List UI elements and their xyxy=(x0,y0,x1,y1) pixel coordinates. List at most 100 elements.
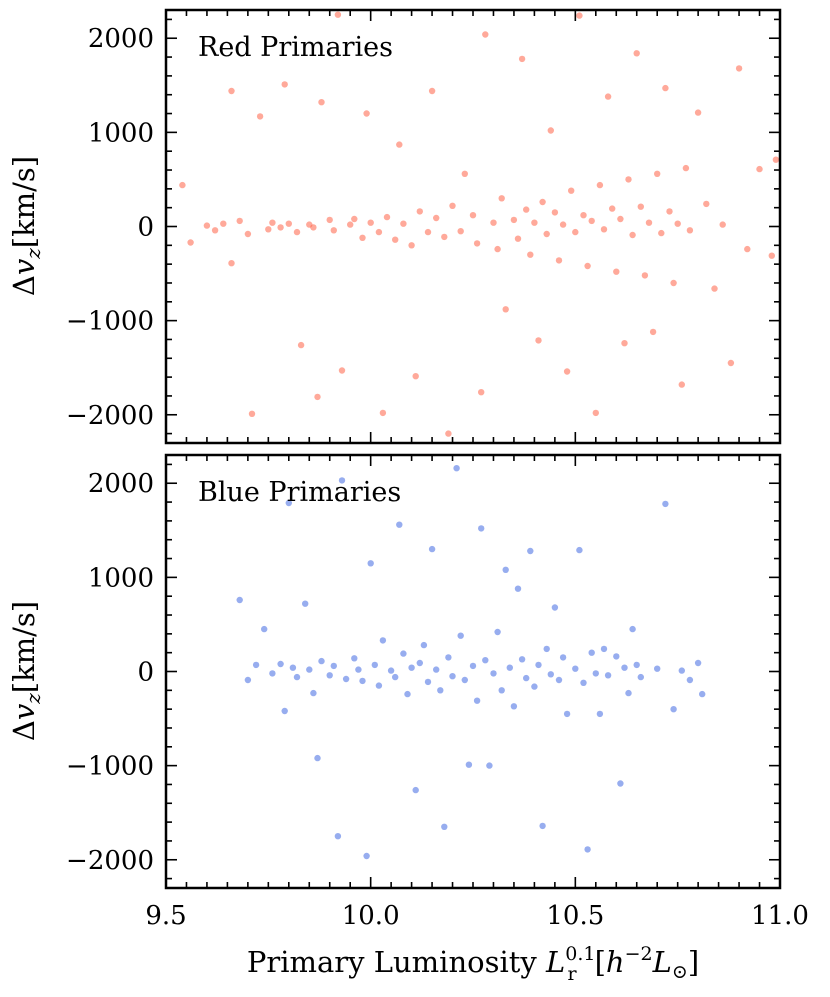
red-data-point xyxy=(461,170,468,177)
blue-data-point xyxy=(576,546,583,554)
blue-data-point xyxy=(621,664,628,671)
red-data-point xyxy=(641,272,649,279)
blue-data-point xyxy=(629,625,636,633)
blue-data-point xyxy=(498,687,505,694)
red-data-point xyxy=(187,239,194,246)
red-data-point xyxy=(396,141,403,148)
red-data-point xyxy=(236,217,243,225)
red-data-point xyxy=(555,257,563,264)
y-tick-label: 2000 xyxy=(88,24,154,54)
top-panel-ticks xyxy=(165,10,781,443)
red-data-point xyxy=(604,93,612,100)
red-data-point xyxy=(449,202,456,209)
red-data-point xyxy=(392,236,399,243)
red-data-point xyxy=(203,222,211,229)
blue-data-point xyxy=(535,661,542,669)
blue-data-point xyxy=(269,670,276,677)
xlabel-var: L xyxy=(545,945,565,979)
blue-data-point xyxy=(510,703,518,710)
blue-data-point xyxy=(306,666,313,673)
blue-data-point xyxy=(518,656,526,663)
blue-data-point xyxy=(392,673,399,681)
svg-text:Δvz[km/s]: Δvz[km/s] xyxy=(7,156,45,296)
red-data-point xyxy=(649,328,657,336)
blue-data-point xyxy=(363,852,370,860)
red-data-point xyxy=(510,216,518,224)
y-tick-label: 1000 xyxy=(88,563,154,593)
blue-data-point xyxy=(604,672,612,679)
red-data-point xyxy=(572,228,579,236)
blue-data-point xyxy=(281,707,288,715)
top-ylabel-var: v xyxy=(7,258,41,275)
blue-data-point xyxy=(449,673,456,680)
blue-data-point xyxy=(445,654,452,661)
x-axis-title: Primary Luminosity L0.1 r [h−2L⊙] xyxy=(247,943,699,985)
red-data-point xyxy=(662,84,669,92)
blue-data-point xyxy=(277,660,284,668)
red-data-point xyxy=(408,242,415,249)
blue-data-point xyxy=(637,673,644,681)
red-data-point xyxy=(535,337,542,344)
red-data-point xyxy=(719,221,726,228)
red-data-point xyxy=(375,228,383,236)
red-data-point xyxy=(412,373,419,380)
red-data-point xyxy=(441,233,448,241)
red-data-point xyxy=(367,219,374,226)
red-data-point xyxy=(768,252,775,259)
blue-data-point xyxy=(596,710,604,718)
xlabel-unit-open: [ xyxy=(595,945,606,979)
red-data-point xyxy=(609,205,616,212)
blue-data-point xyxy=(293,673,301,681)
y-tick-label: −2000 xyxy=(66,401,154,431)
red-data-point xyxy=(543,230,550,238)
red-primaries-label: Red Primaries xyxy=(198,32,393,63)
blue-data-point xyxy=(355,666,362,673)
red-data-point xyxy=(478,389,485,396)
x-tick-label: 10.5 xyxy=(546,901,604,931)
blue-data-point xyxy=(416,659,423,667)
red-data-point xyxy=(498,195,505,202)
red-data-point xyxy=(735,65,743,72)
red-data-point xyxy=(666,208,673,215)
red-data-point xyxy=(269,219,276,226)
red-data-point xyxy=(277,224,284,231)
red-data-point xyxy=(523,206,530,213)
blue-data-point xyxy=(502,566,509,573)
blue-data-point xyxy=(572,665,579,672)
red-data-point xyxy=(592,409,599,417)
blue-data-point xyxy=(359,677,366,685)
red-data-point xyxy=(359,234,366,241)
red-data-point xyxy=(379,409,387,417)
blue-data-point xyxy=(318,657,325,665)
bottom-y-axis-title: Δvz[km/s] xyxy=(7,601,45,741)
x-tick-label: 9.5 xyxy=(145,901,186,931)
blue-data-point xyxy=(547,671,554,678)
red-data-point xyxy=(228,87,235,95)
blue-data-point xyxy=(592,670,599,677)
red-data-point xyxy=(772,156,780,163)
xlabel-sun: ⊙ xyxy=(672,961,688,983)
red-data-point xyxy=(518,55,526,63)
blue-data-point xyxy=(261,625,268,633)
blue-data-point xyxy=(563,710,571,718)
x-tick-label: 11.0 xyxy=(751,901,809,931)
blue-data-point xyxy=(433,666,440,673)
y-tick-label: 1000 xyxy=(88,118,154,148)
blue-primaries-panel: 2000 1000 0 −1000 −2000 Blue Primaries Δvz[k… xyxy=(7,453,809,985)
blue-data-point xyxy=(236,596,243,604)
blue-data-point xyxy=(555,676,563,684)
blue-data-point xyxy=(310,689,317,697)
red-data-point xyxy=(285,220,292,227)
red-data-point xyxy=(457,228,464,235)
blue-data-point xyxy=(453,465,460,472)
red-data-point xyxy=(539,198,546,206)
blue-data-point xyxy=(404,690,411,698)
blue-data-point xyxy=(654,665,661,672)
blue-data-point xyxy=(559,654,567,661)
red-data-point xyxy=(694,109,702,116)
y-tick-label: −1000 xyxy=(66,307,154,337)
red-data-point xyxy=(490,219,497,226)
red-data-point xyxy=(670,279,677,287)
blue-data-point xyxy=(527,547,534,555)
